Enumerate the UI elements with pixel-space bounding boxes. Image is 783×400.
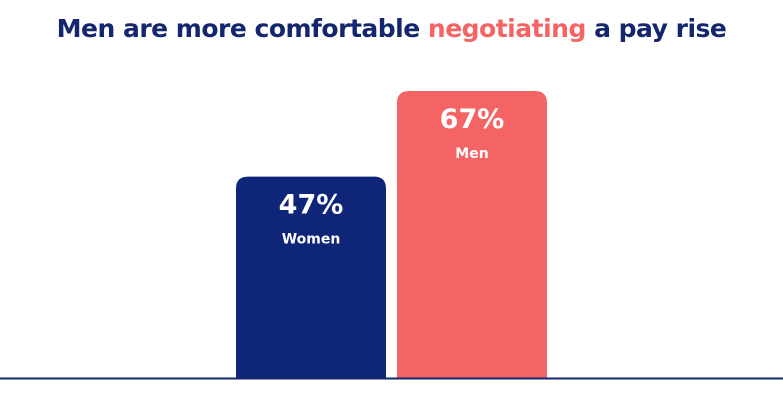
category-label: Women <box>282 232 341 248</box>
bar <box>397 91 547 378</box>
value-label: 47% <box>279 190 344 221</box>
category-label: Men <box>455 146 488 162</box>
bar <box>236 176 386 378</box>
value-label: 67% <box>440 104 505 135</box>
title-highlight: negotiating <box>427 14 586 43</box>
title-part: a pay rise <box>594 14 727 43</box>
title-part: Men are more comfortable <box>56 14 421 43</box>
chart-title: Men are more comfortable negotiating a p… <box>0 14 783 43</box>
